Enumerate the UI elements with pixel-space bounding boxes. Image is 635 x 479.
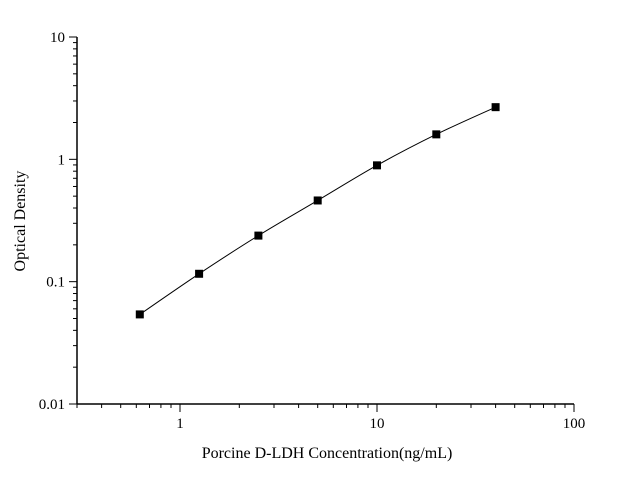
x-tick-label: 100 — [563, 416, 586, 432]
axes — [69, 36, 575, 412]
y-tick-label: 0.01 — [39, 397, 65, 413]
tick-labels: 1 10 100 0.01 0.1 1 10 — [39, 30, 586, 432]
x-tick-label: 10 — [370, 416, 385, 432]
y-tick-label: 0.1 — [46, 275, 65, 291]
fit-curve — [139, 106, 496, 315]
data-point — [195, 269, 204, 278]
y-tick-label: 1 — [58, 152, 66, 168]
data-point — [135, 310, 144, 319]
data-point — [313, 196, 322, 205]
data-point — [491, 103, 500, 112]
data-point — [432, 130, 441, 139]
data-points — [135, 103, 500, 319]
y-axis-label: Optical Density — [12, 171, 29, 272]
x-axis-label: Porcine D-LDH Concentration(ng/mL) — [202, 445, 453, 462]
data-point — [373, 161, 382, 170]
y-tick-label: 10 — [50, 30, 65, 46]
data-point — [254, 231, 263, 240]
x-tick-label: 1 — [176, 416, 184, 432]
